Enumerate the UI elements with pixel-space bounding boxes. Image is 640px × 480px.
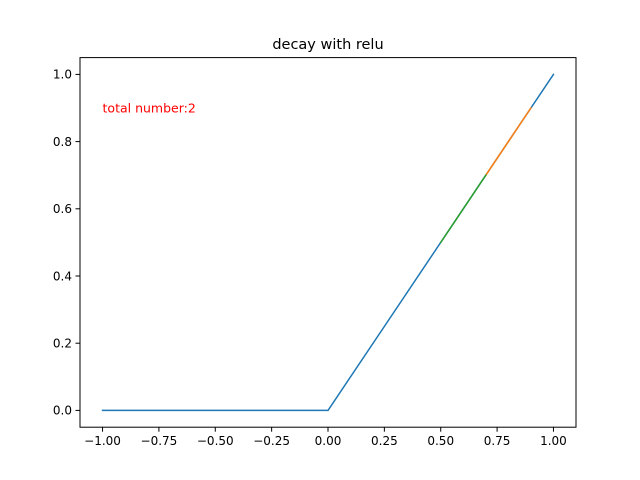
x-tick-label: −0.25 bbox=[253, 434, 290, 448]
plot-area: total number:2 bbox=[101, 73, 555, 412]
y-tick-label: 1.0 bbox=[53, 68, 72, 82]
chart-title: decay with relu bbox=[272, 37, 383, 53]
series-line-2 bbox=[439, 174, 487, 244]
y-tick-label: 0.8 bbox=[53, 135, 72, 149]
x-tick-label: 0.50 bbox=[427, 434, 454, 448]
annotation-text-0: total number:2 bbox=[103, 101, 196, 116]
x-tick-label: −0.75 bbox=[141, 434, 178, 448]
x-tick-label: 0.25 bbox=[371, 434, 398, 448]
axes: −1.00 −0.75 −0.50 −0.25 0.00 0.25 0.50 0.75 1.00… bbox=[53, 57, 577, 448]
x-tick-label: −1.00 bbox=[84, 434, 121, 448]
x-tick-label: 1.00 bbox=[540, 434, 567, 448]
series-line-1 bbox=[484, 106, 532, 177]
y-tick-label: 0.6 bbox=[53, 202, 72, 216]
y-tick-label: 0.2 bbox=[53, 337, 72, 351]
y-tick-label: 0.0 bbox=[53, 404, 72, 418]
x-tick-label: −0.50 bbox=[197, 434, 234, 448]
x-tick-label: 0.00 bbox=[315, 434, 342, 448]
y-tick-label: 0.4 bbox=[53, 269, 72, 283]
x-tick-label: 0.75 bbox=[484, 434, 511, 448]
